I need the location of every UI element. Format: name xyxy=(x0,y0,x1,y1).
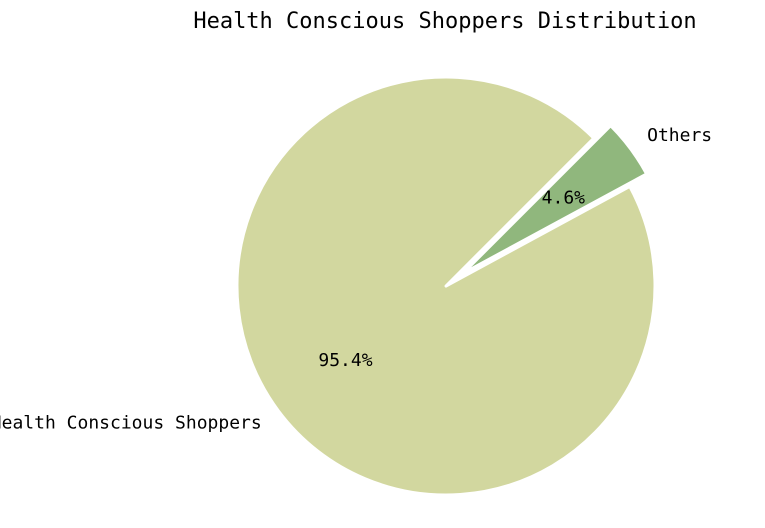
pie-slice-others xyxy=(461,124,649,275)
pct-label-others: 4.6% xyxy=(542,187,586,208)
chart-title: Health Conscious Shoppers Distribution xyxy=(193,9,696,34)
slice-label-health-conscious-shoppers: Health Conscious Shoppers xyxy=(0,412,262,433)
pct-label-health-conscious-shoppers: 95.4% xyxy=(318,350,372,371)
pie-slice-health-conscious-shoppers xyxy=(235,75,657,497)
slice-label-others: Others xyxy=(647,125,712,146)
pie-labels: 95.4% Health Conscious Shoppers 4.6% Others xyxy=(0,125,712,433)
pie-slices xyxy=(235,75,657,497)
